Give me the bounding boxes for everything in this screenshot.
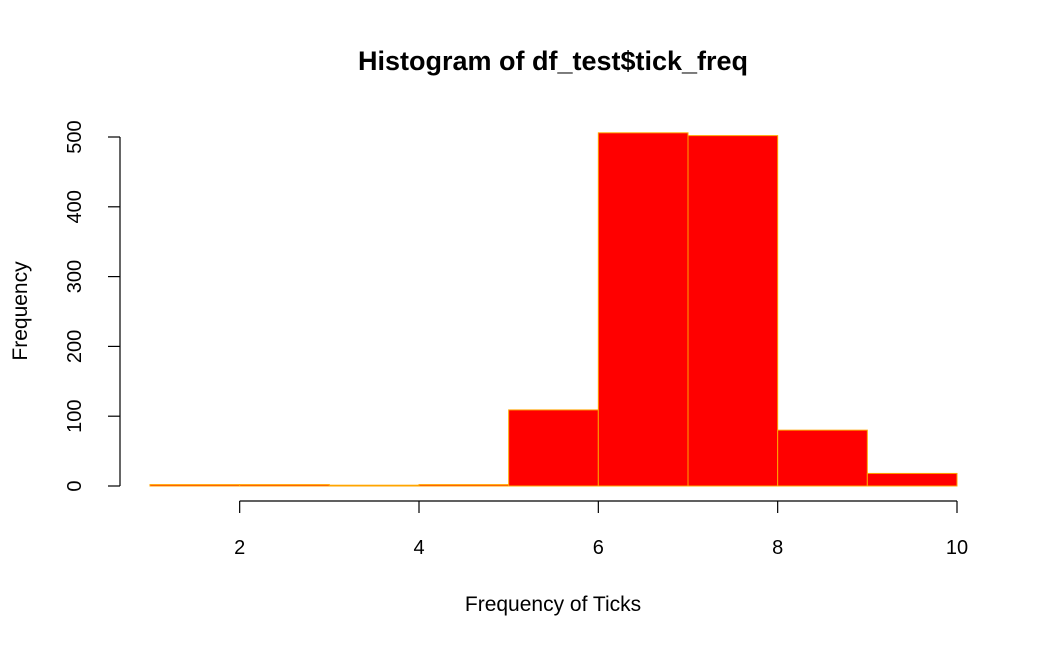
y-tick-label: 300	[64, 260, 86, 293]
histogram-bar	[328, 484, 420, 487]
histogram-bar	[687, 135, 779, 487]
x-tick-label: 10	[946, 537, 968, 559]
x-axis-label: Frequency of Ticks	[465, 593, 641, 616]
x-axis: 2 4 6 8 10	[234, 500, 968, 559]
y-tick-label: 400	[64, 190, 86, 223]
histogram-bar	[777, 429, 868, 487]
y-tick-label: 100	[64, 400, 86, 433]
x-tick-label: 8	[772, 537, 783, 559]
y-tick-label: 200	[64, 330, 86, 363]
bars-group	[149, 132, 958, 487]
x-tick-label: 2	[234, 537, 245, 559]
histogram-bar	[149, 484, 241, 487]
histogram-bar	[866, 472, 958, 487]
histogram-bar	[418, 484, 510, 487]
histogram-bar	[597, 132, 689, 487]
y-tick-label: 0	[64, 480, 86, 491]
y-axis-label: Frequency	[9, 261, 32, 361]
histogram-bar	[508, 409, 599, 487]
x-tick-label: 4	[413, 537, 424, 559]
y-tick-label: 500	[64, 120, 86, 153]
histogram-bar	[239, 484, 330, 487]
chart-title: Histogram of df_test$tick_freq	[358, 46, 748, 76]
y-axis: 0 100 200 300 400 500	[64, 120, 121, 492]
x-tick-label: 6	[593, 537, 604, 559]
